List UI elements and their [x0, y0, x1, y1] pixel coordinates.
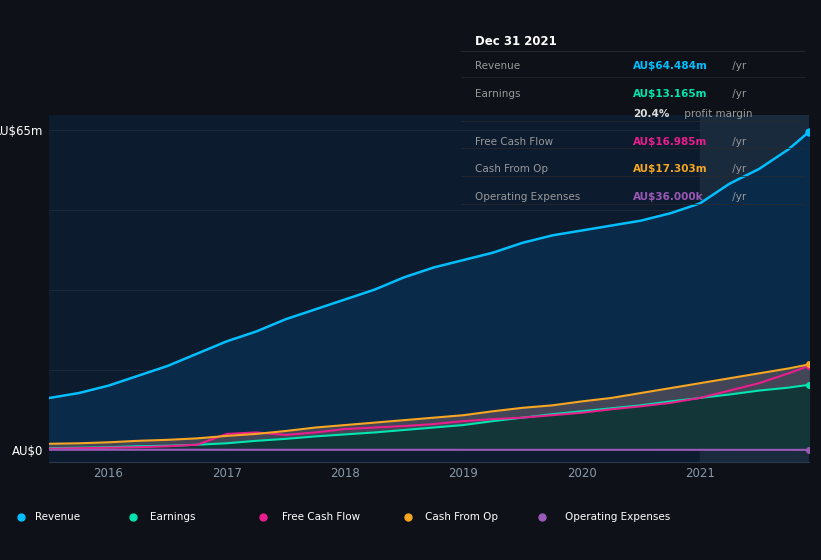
Text: 20.4%: 20.4% — [633, 109, 669, 119]
Text: Earnings: Earnings — [475, 89, 521, 99]
Text: Cash From Op: Cash From Op — [475, 165, 548, 174]
Text: AU$17.303m: AU$17.303m — [633, 165, 708, 174]
Text: Cash From Op: Cash From Op — [425, 512, 498, 521]
Text: /yr: /yr — [729, 61, 746, 71]
Text: Revenue: Revenue — [475, 61, 521, 71]
Text: /yr: /yr — [729, 89, 746, 99]
Text: Earnings: Earnings — [150, 512, 195, 521]
Text: profit margin: profit margin — [681, 109, 753, 119]
Text: /yr: /yr — [729, 192, 746, 202]
Text: AU$36.000k: AU$36.000k — [633, 192, 704, 202]
Text: Revenue: Revenue — [35, 512, 80, 521]
Text: Operating Expenses: Operating Expenses — [475, 192, 580, 202]
Text: Free Cash Flow: Free Cash Flow — [282, 512, 360, 521]
Text: AU$64.484m: AU$64.484m — [633, 61, 708, 71]
Text: /yr: /yr — [729, 165, 746, 174]
Text: Free Cash Flow: Free Cash Flow — [475, 137, 553, 147]
Text: AU$13.165m: AU$13.165m — [633, 89, 708, 99]
Text: Dec 31 2021: Dec 31 2021 — [475, 35, 557, 48]
Text: AU$16.985m: AU$16.985m — [633, 137, 708, 147]
Text: Operating Expenses: Operating Expenses — [565, 512, 670, 521]
Bar — [699, 115, 809, 462]
Text: /yr: /yr — [729, 137, 746, 147]
